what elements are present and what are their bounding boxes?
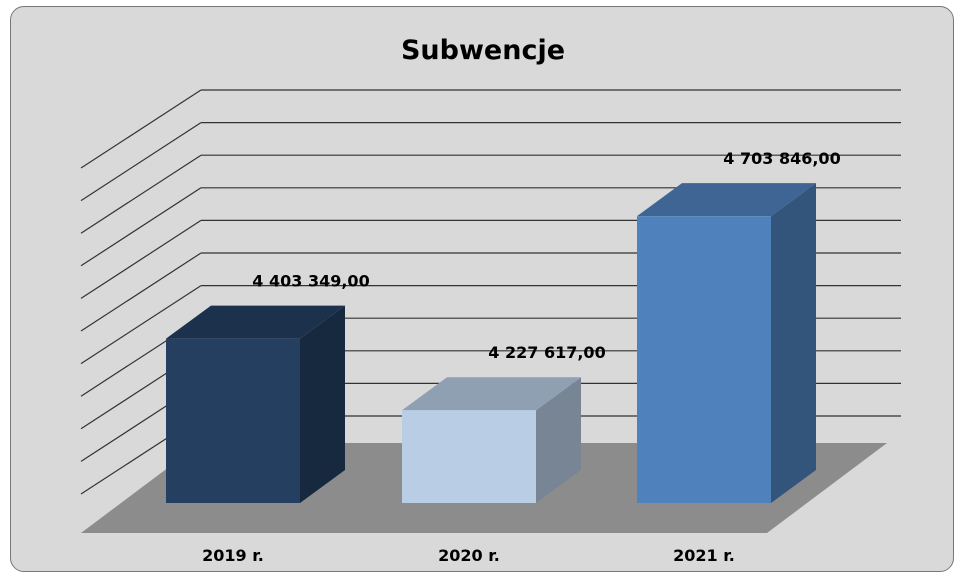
gridline-side (80, 187, 202, 267)
bars (166, 183, 816, 504)
data-labels: 4 403 349,00 4 227 617,00 4 703 846,00 (252, 149, 840, 362)
bar-top-face (166, 305, 345, 339)
chart-frame: Subwencje 4 403 349,00 4 227 617,00 4 703 … (10, 6, 954, 572)
gridline-side (80, 285, 202, 365)
x-tick-label: 2021 r. (673, 546, 735, 565)
bar-front-face (402, 410, 536, 503)
x-axis-ticks: 2019 r. 2020 r. 2021 r. (202, 546, 735, 565)
data-label: 4 403 349,00 (252, 272, 369, 291)
gridline-side (80, 122, 202, 202)
data-label: 4 227 617,00 (488, 343, 605, 362)
chart-title: Subwencje (401, 35, 565, 66)
bar-side-face (536, 377, 581, 503)
x-tick-label: 2019 r. (202, 546, 264, 565)
bar-side-face (300, 305, 345, 503)
gridline-side (80, 89, 202, 169)
data-label: 4 703 846,00 (723, 149, 840, 168)
bar-side-face (771, 183, 816, 504)
chart-svg: Subwencje 4 403 349,00 4 227 617,00 4 703 … (80, 35, 901, 565)
bar-2021 (637, 183, 816, 504)
x-tick-label: 2020 r. (438, 546, 500, 565)
bar-top-face (402, 377, 581, 411)
gridline-side (80, 154, 202, 234)
gridline-side (80, 252, 202, 332)
bar-front-face (166, 338, 300, 503)
gridline-side (80, 219, 202, 299)
bar-2019 (166, 305, 345, 503)
bar-front-face (637, 216, 771, 504)
bar-top-face (637, 183, 816, 217)
bar-2020 (402, 377, 581, 503)
